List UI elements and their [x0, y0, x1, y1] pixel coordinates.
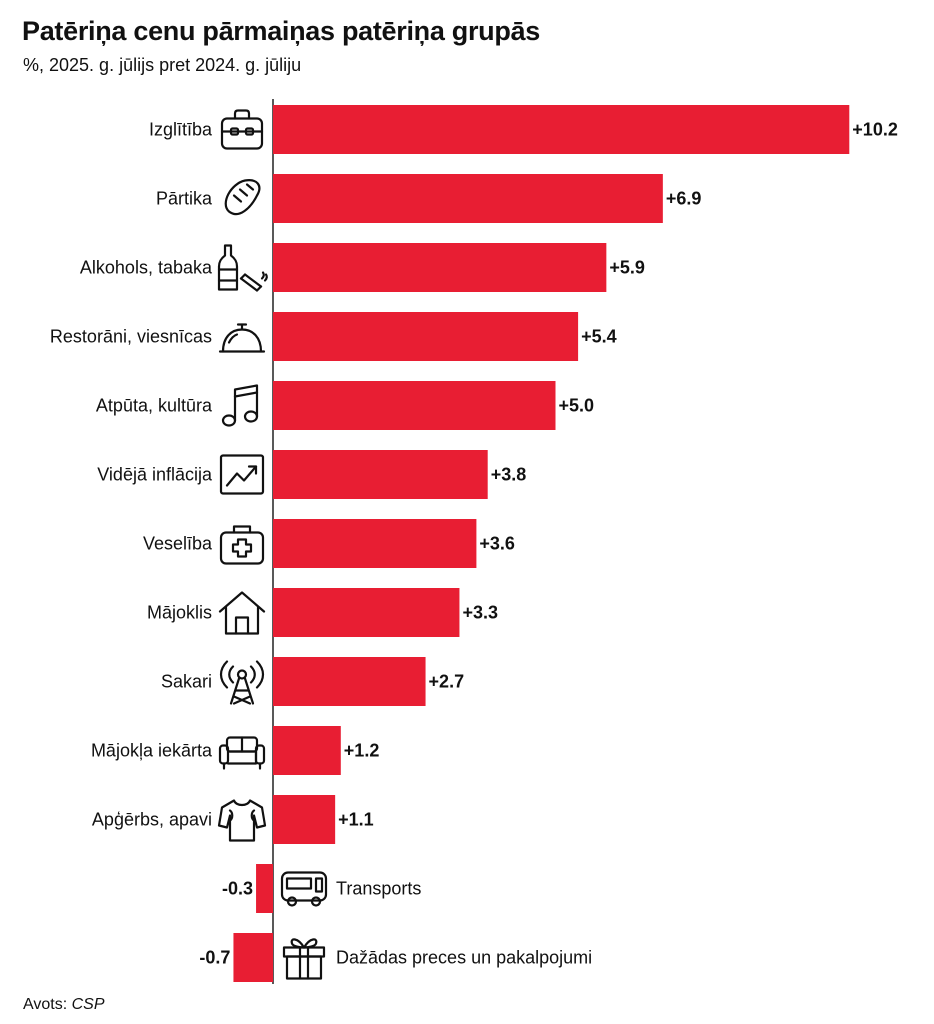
bar: [273, 381, 556, 430]
cloche-icon: [218, 323, 266, 353]
value-label: +2.7: [429, 672, 465, 692]
value-label: +3.8: [491, 465, 527, 485]
bread-icon: [224, 179, 261, 216]
bar: [273, 174, 663, 223]
category-label: Apģērbs, apavi: [92, 810, 212, 830]
bar: [273, 105, 850, 154]
bar: [273, 795, 336, 844]
bar: [273, 588, 460, 637]
category-label: Sakari: [161, 672, 212, 692]
bus-icon: [280, 871, 328, 907]
source-label: Avots:: [23, 996, 68, 1013]
bar-chart: +10.2 Izglītība +6.9 Pārtika +5.9 Alkohols, t…: [50, 99, 898, 984]
briefcase-icon: [220, 109, 264, 150]
bar: [273, 657, 426, 706]
category-label: Veselība: [143, 534, 213, 554]
category-label: Mājoklis: [147, 603, 212, 623]
sofa-icon: [218, 736, 266, 770]
category-label: Dažādas preces un pakalpojumi: [336, 948, 592, 968]
value-label: +3.3: [462, 603, 498, 623]
category-label: Atpūta, kultūra: [96, 396, 213, 416]
first-aid-kit-icon: [219, 525, 265, 565]
value-label: +6.9: [666, 189, 702, 209]
bar: [273, 450, 488, 499]
bar: [273, 243, 607, 292]
value-label: -0.7: [199, 948, 230, 968]
value-label: +5.9: [609, 258, 645, 278]
chart-title: Patēriņa cenu pārmaiņas patēriņa grupās: [22, 16, 540, 46]
gift-icon: [282, 938, 326, 980]
category-label: Alkohols, tabaka: [80, 258, 213, 278]
antenna-icon: [219, 660, 265, 705]
value-label: +1.2: [344, 741, 380, 761]
music-note-icon: [221, 384, 259, 427]
bottle-cigarette-icon: [217, 244, 268, 292]
category-label: Vidējā inflācija: [97, 465, 213, 485]
category-label: Restorāni, viesnīcas: [50, 327, 212, 347]
value-label: +5.4: [581, 327, 617, 347]
bar: [233, 933, 273, 982]
bar: [273, 312, 579, 361]
bar: [256, 864, 273, 913]
category-label: Izglītība: [149, 120, 213, 140]
house-icon: [218, 591, 266, 635]
value-label: -0.3: [222, 879, 253, 899]
category-label: Mājokļa iekārta: [91, 741, 213, 761]
shirt-icon: [217, 799, 267, 842]
trend-chart-icon: [219, 454, 265, 495]
chart-subtitle: %, 2025. g. jūlijs pret 2024. g. jūliju: [23, 55, 302, 75]
category-label: Transports: [336, 879, 421, 899]
bar: [273, 519, 477, 568]
value-label: +5.0: [559, 396, 595, 416]
bar: [273, 726, 341, 775]
value-label: +3.6: [479, 534, 515, 554]
source-note: Avots: CSP: [23, 996, 105, 1014]
source-name: CSP: [71, 996, 105, 1013]
value-label: +1.1: [338, 810, 374, 830]
category-label: Pārtika: [156, 189, 213, 209]
value-label: +10.2: [852, 120, 898, 140]
